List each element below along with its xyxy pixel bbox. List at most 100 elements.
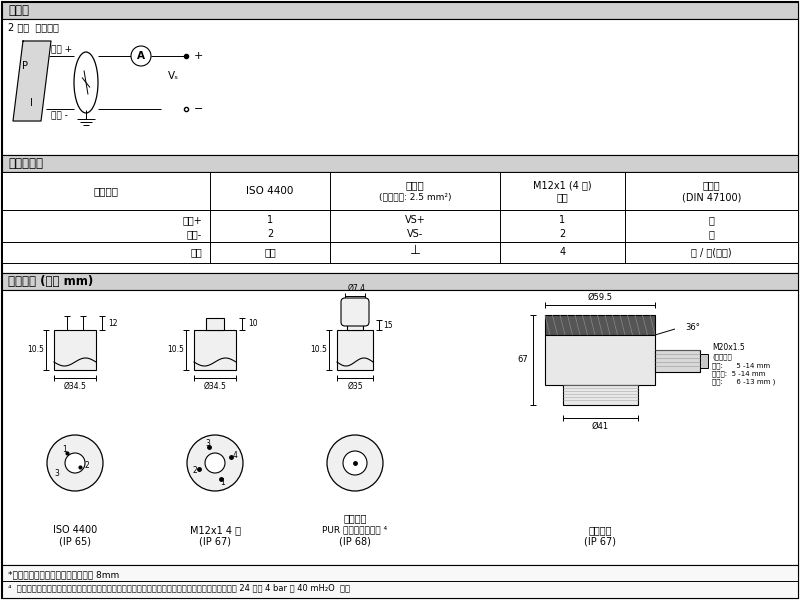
Text: (线缆直径: (线缆直径 bbox=[712, 353, 732, 361]
Text: 防护壳: 防护壳 bbox=[406, 180, 424, 190]
Text: 67: 67 bbox=[518, 355, 528, 364]
Circle shape bbox=[131, 46, 151, 66]
Text: 地线: 地线 bbox=[264, 247, 276, 257]
Text: +: + bbox=[194, 51, 203, 61]
Text: 接线图: 接线图 bbox=[8, 4, 29, 17]
Bar bbox=[2, 242, 798, 263]
Text: M12x1 4 针: M12x1 4 针 bbox=[190, 525, 241, 535]
Text: *表压量程范围下，防护壳尺寸增加 8mm: *表压量程范围下，防护壳尺寸增加 8mm bbox=[8, 571, 119, 580]
Circle shape bbox=[327, 435, 383, 491]
Bar bbox=[655, 350, 700, 372]
Text: 信号线定义: 信号线定义 bbox=[8, 157, 43, 170]
Text: 4: 4 bbox=[232, 451, 237, 460]
Text: −: − bbox=[194, 104, 203, 114]
Text: PUR 线缆不带大气管 ⁴: PUR 线缆不带大气管 ⁴ bbox=[322, 526, 387, 535]
Bar bbox=[2, 19, 798, 155]
Text: I: I bbox=[30, 98, 33, 108]
Bar bbox=[347, 320, 363, 330]
Text: (IP 68): (IP 68) bbox=[339, 537, 371, 547]
Text: 电气连接 (尺寸 mm): 电气连接 (尺寸 mm) bbox=[8, 275, 94, 288]
Text: 电源+: 电源+ bbox=[182, 215, 202, 225]
Text: Ø7.4: Ø7.4 bbox=[348, 283, 366, 292]
Bar bbox=[206, 318, 224, 330]
Text: 电缆出口: 电缆出口 bbox=[343, 513, 366, 523]
Bar bbox=[54, 330, 96, 370]
Text: (IP 65): (IP 65) bbox=[59, 537, 91, 547]
Text: 密封压:  5 -14 mm: 密封压: 5 -14 mm bbox=[712, 371, 766, 377]
Text: 2: 2 bbox=[193, 466, 198, 475]
Bar bbox=[2, 172, 798, 273]
Bar bbox=[2, 290, 798, 565]
Text: Ø59.5: Ø59.5 bbox=[587, 292, 613, 301]
Text: 电气连接: 电气连接 bbox=[94, 186, 118, 196]
Text: 2: 2 bbox=[85, 461, 90, 469]
Text: 12: 12 bbox=[108, 319, 118, 328]
Text: ISO 4400: ISO 4400 bbox=[53, 525, 97, 535]
Bar bbox=[563, 385, 638, 405]
Text: 棕: 棕 bbox=[709, 229, 714, 239]
Bar bbox=[337, 330, 373, 370]
Text: 4: 4 bbox=[559, 247, 566, 257]
Text: (DIN 47100): (DIN 47100) bbox=[682, 192, 741, 202]
Text: 表压:      6 -13 mm ): 表压: 6 -13 mm ) bbox=[712, 379, 775, 385]
Text: (IP 67): (IP 67) bbox=[199, 537, 231, 547]
Text: 1: 1 bbox=[62, 445, 67, 454]
Circle shape bbox=[187, 435, 243, 491]
Text: Ø41: Ø41 bbox=[591, 421, 609, 431]
Text: 地压:      5 -14 mm: 地压: 5 -14 mm bbox=[712, 362, 770, 370]
Text: 1: 1 bbox=[559, 215, 566, 225]
Text: M20x1.5: M20x1.5 bbox=[712, 343, 745, 352]
Bar bbox=[2, 2, 798, 19]
Bar bbox=[2, 155, 798, 172]
Text: 电源-: 电源- bbox=[186, 229, 202, 239]
Bar bbox=[2, 172, 798, 210]
Text: 电源 +: 电源 + bbox=[51, 46, 72, 55]
Text: 白: 白 bbox=[709, 215, 714, 225]
Text: 1: 1 bbox=[220, 478, 225, 487]
Text: 36°: 36° bbox=[685, 323, 700, 332]
Text: 10: 10 bbox=[248, 319, 258, 329]
Circle shape bbox=[343, 451, 367, 475]
Text: A: A bbox=[137, 51, 145, 61]
Text: ⁴  电缆出口型由厂家连配屏蔽线缆，可选不同型号和线缆长度，表压量程必须使用带大气管线缆；经过 24 小时 4 bar 或 40 mH₂O  测试: ⁴ 电缆出口型由厂家连配屏蔽线缆，可选不同型号和线缆长度，表压量程必须使用带大气… bbox=[8, 583, 350, 593]
Text: 接地: 接地 bbox=[190, 247, 202, 257]
Text: 防护壳体: 防护壳体 bbox=[588, 525, 612, 535]
Text: ⊥: ⊥ bbox=[410, 244, 421, 257]
Text: 15: 15 bbox=[383, 320, 393, 329]
Text: P: P bbox=[22, 61, 28, 71]
Circle shape bbox=[205, 453, 225, 473]
Bar bbox=[2, 565, 798, 598]
Bar bbox=[545, 335, 655, 385]
Bar bbox=[194, 330, 236, 370]
Text: Vₛ: Vₛ bbox=[167, 71, 178, 81]
Text: 10.5: 10.5 bbox=[167, 346, 185, 355]
FancyBboxPatch shape bbox=[341, 298, 369, 326]
Text: 3: 3 bbox=[206, 439, 210, 448]
Text: 绿 / 黄(屏蔽): 绿 / 黄(屏蔽) bbox=[691, 247, 732, 257]
Text: 线缆色: 线缆色 bbox=[702, 180, 720, 190]
Text: 3: 3 bbox=[54, 469, 59, 478]
Text: VS+: VS+ bbox=[405, 215, 426, 225]
Text: Ø34.5: Ø34.5 bbox=[63, 382, 86, 391]
Bar bbox=[700, 354, 708, 368]
Polygon shape bbox=[13, 41, 51, 121]
Text: 电源 -: 电源 - bbox=[51, 112, 68, 121]
Text: 2 线制  （电流）: 2 线制 （电流） bbox=[8, 22, 59, 32]
Text: 10.5: 10.5 bbox=[310, 346, 327, 355]
Circle shape bbox=[47, 435, 103, 491]
Text: (端子截面: 2.5 mm²): (端子截面: 2.5 mm²) bbox=[378, 193, 451, 202]
Text: ISO 4400: ISO 4400 bbox=[246, 186, 294, 196]
Text: 2: 2 bbox=[267, 229, 273, 239]
Text: 10.5: 10.5 bbox=[27, 346, 45, 355]
Text: 1: 1 bbox=[267, 215, 273, 225]
Text: 金属: 金属 bbox=[557, 192, 568, 202]
Text: Ø34.5: Ø34.5 bbox=[203, 382, 226, 391]
Circle shape bbox=[65, 453, 85, 473]
Bar bbox=[2, 210, 798, 242]
Text: 2: 2 bbox=[559, 229, 566, 239]
Bar bbox=[2, 273, 798, 290]
Text: VS-: VS- bbox=[407, 229, 423, 239]
Bar bbox=[545, 315, 655, 335]
Text: (IP 67): (IP 67) bbox=[584, 537, 616, 547]
Text: M12x1 (4 针): M12x1 (4 针) bbox=[533, 180, 592, 190]
